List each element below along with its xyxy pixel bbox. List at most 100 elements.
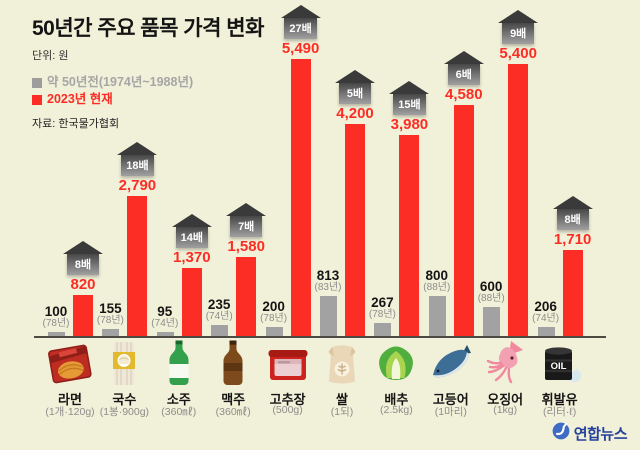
squid-icon	[481, 339, 529, 387]
old-price-bar	[265, 327, 283, 337]
old-price-year: (78년)	[260, 313, 288, 324]
oil-drum-icon: OIL	[536, 339, 584, 387]
item-name: 라면	[58, 392, 82, 407]
gochujang-tub-icon	[264, 339, 312, 387]
current-price-value: 1,370	[173, 249, 211, 266]
multiplier-badge: 18배	[117, 142, 158, 176]
multiplier-text: 18배	[121, 155, 154, 176]
old-price-label: 200 (78년)	[260, 300, 288, 325]
item-name: 맥주	[221, 392, 246, 407]
multiplier-badge: 8배	[552, 196, 593, 230]
up-arrow-icon	[171, 214, 212, 227]
item-name: 오징어	[487, 392, 524, 407]
multiplier-text: 7배	[230, 216, 263, 237]
current-price-bar	[508, 64, 529, 337]
noodle-pack-icon	[100, 339, 148, 387]
old-price-value: 800	[425, 268, 449, 283]
item-quantity: (360㎖)	[215, 406, 251, 418]
item-name: 국수	[112, 392, 137, 407]
page-title: 50년간 주요 품목 가격 변화	[32, 17, 264, 40]
old-price-bar	[428, 296, 446, 337]
old-price-value: 100	[44, 304, 68, 319]
old-price-bar	[537, 327, 555, 337]
item-name: 소주	[166, 392, 191, 407]
multiplier-text: 15배	[393, 94, 426, 115]
current-price-value: 5,490	[281, 40, 320, 57]
old-price-value: 235	[207, 297, 231, 312]
old-price-label: 206 (74년)	[532, 299, 559, 325]
item-quantity: (500g)	[272, 404, 303, 416]
current-price-bar	[181, 268, 202, 337]
up-arrow-icon	[552, 196, 593, 209]
old-price-value: 95	[157, 304, 173, 319]
current-price-value: 5,400	[499, 45, 537, 62]
old-price-year: (88년)	[477, 293, 505, 304]
up-arrow-icon	[226, 203, 267, 216]
beer-bottle-icon	[209, 339, 257, 387]
multiplier-text: 14배	[175, 227, 208, 248]
current-price-bar	[345, 124, 365, 337]
old-price-year: (74년)	[151, 318, 179, 329]
old-price-year: (74년)	[205, 311, 233, 322]
old-price-value: 600	[479, 279, 503, 294]
item-name: 쌀	[336, 392, 348, 407]
old-price-year: (83년)	[314, 282, 342, 293]
current-price-value: 820	[70, 276, 96, 293]
old-price-label: 155 (78년)	[96, 302, 124, 327]
current-price-bar	[127, 196, 148, 337]
old-price-value: 267	[371, 295, 394, 310]
item-quantity: (1되)	[330, 406, 354, 418]
old-price-value: 206	[534, 299, 557, 314]
legend-swatch-new-icon	[32, 94, 42, 105]
current-price-value: 3,980	[390, 116, 429, 133]
bar-chart: 100 (78년) 820 8배 라면 (1개·120g) 155 (78년) 2,790 18배…	[43, 0, 593, 418]
old-price-bar	[374, 323, 392, 337]
chart-group-cabbage: 267 (78년) 3,980 15배 배추 (2.5kg)	[368, 0, 430, 416]
old-price-year: (78년)	[368, 309, 396, 320]
up-arrow-icon	[63, 241, 103, 254]
current-price-value: 2,790	[118, 177, 157, 194]
current-price-bar	[453, 105, 474, 337]
current-price-bar	[562, 250, 583, 337]
old-price-year: (78년)	[96, 315, 124, 326]
item-quantity: (1개·120g)	[45, 406, 95, 418]
old-price-bar	[102, 329, 120, 337]
up-arrow-icon	[443, 51, 484, 64]
item-name: 고추장	[269, 392, 306, 407]
item-quantity: (1kg)	[493, 404, 518, 416]
multiplier-text: 8배	[67, 254, 99, 275]
yonhap-logo-icon	[552, 422, 570, 445]
old-price-bar	[483, 307, 501, 337]
multiplier-badge: 9배	[498, 10, 539, 44]
header: 50년간 주요 품목 가격 변화 단위: 원 약 50년전(1974년~1988…	[32, 12, 264, 131]
legend-label-old: 약 50년전(1974년~1988년)	[47, 75, 194, 89]
old-price-bar	[156, 332, 174, 337]
multiplier-badge: 6배	[443, 51, 484, 85]
old-price-bar	[320, 296, 337, 337]
chart-group-rice: 813 (83년) 4,200 5배 쌀 (1되)	[314, 0, 375, 418]
current-price-value: 4,580	[445, 86, 483, 103]
svg-text:OIL: OIL	[550, 361, 566, 372]
mackerel-icon	[427, 339, 475, 387]
old-price-label: 100 (78년)	[43, 304, 70, 330]
old-price-label: 95 (74년)	[151, 304, 179, 330]
cabbage-icon	[372, 339, 420, 387]
old-price-label: 267 (78년)	[368, 295, 396, 321]
multiplier-badge: 14배	[171, 214, 212, 248]
legend-swatch-old-icon	[32, 77, 42, 88]
rice-sack-icon	[318, 339, 366, 387]
legend-item-old: 약 50년전(1974년~1988년)	[32, 74, 264, 91]
old-price-bar	[48, 332, 65, 337]
soju-bottle-icon	[155, 339, 203, 387]
item-name: 고등어	[432, 392, 469, 407]
current-price-bar	[73, 295, 93, 337]
multiplier-badge: 7배	[226, 203, 267, 237]
item-quantity: (1봉·900g)	[99, 406, 150, 418]
multiplier-text: 9배	[502, 23, 535, 44]
legend: 약 50년전(1974년~1988년) 2023년 현재	[32, 74, 264, 108]
chart-group-beer: 235 (74년) 1,580 7배 맥주 (360㎖)	[205, 0, 267, 418]
chart-group-mackerel: 800 (88년) 4,580 6배 고등어 (1마리)	[423, 0, 484, 418]
old-price-label: 235 (74년)	[205, 297, 233, 323]
